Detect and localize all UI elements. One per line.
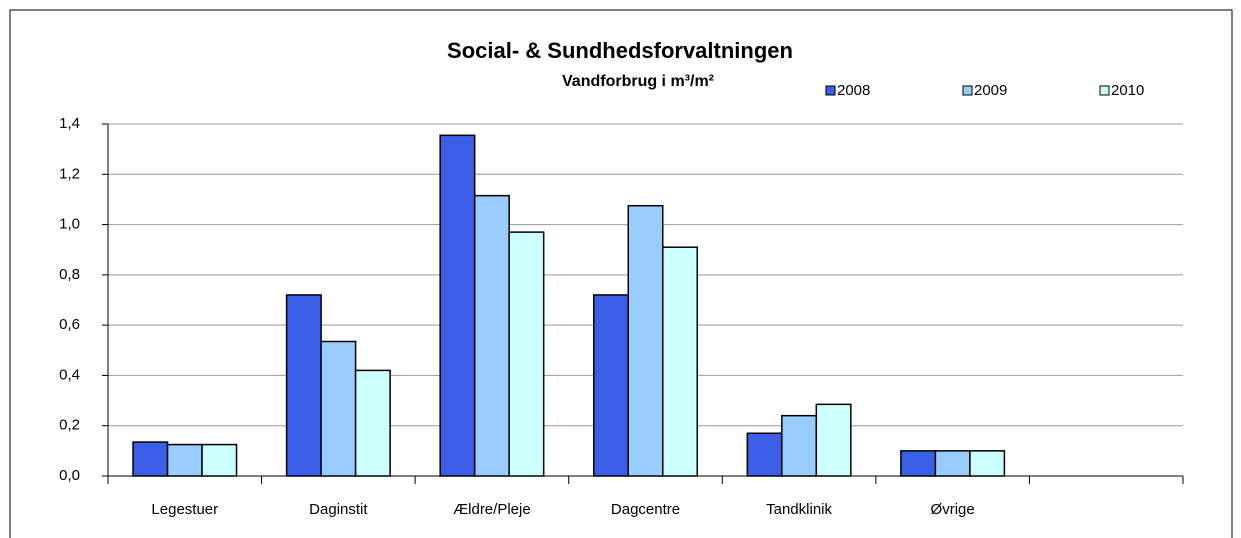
x-tick-label: Øvrige — [931, 501, 975, 518]
y-tick-label: 0,6 — [59, 316, 80, 333]
bar — [320, 340, 357, 477]
chart-title: Social- & Sundhedsforvaltningen — [447, 38, 793, 63]
legend-label: 2009 — [974, 82, 1007, 99]
x-tick-label: Daginstit — [309, 501, 368, 518]
chart-frame — [9, 9, 1233, 538]
x-tick-label: Dagcentre — [611, 501, 680, 518]
legend-swatch — [825, 85, 836, 96]
x-tick-label: Tandklinik — [766, 501, 832, 518]
bar — [593, 294, 629, 477]
x-tick-label: Ældre/Pleje — [453, 501, 531, 518]
bar — [746, 432, 783, 477]
bar — [627, 204, 664, 477]
bar — [132, 441, 169, 477]
legend-label: 2010 — [1111, 82, 1144, 99]
bar — [900, 450, 937, 477]
chart-subtitle: Vandforbrug i m³/m² — [562, 73, 714, 90]
legend-label: 2008 — [837, 82, 870, 99]
bar — [473, 194, 510, 477]
bar — [439, 134, 476, 477]
y-tick-label: 0,2 — [59, 417, 80, 434]
bar — [285, 294, 322, 477]
y-tick-label: 1,0 — [59, 216, 80, 233]
y-tick-label: 1,4 — [59, 115, 80, 132]
bar — [508, 231, 545, 477]
legend-swatch — [962, 85, 973, 96]
y-tick-label: 1,2 — [59, 165, 80, 182]
bar — [934, 450, 971, 477]
bar — [354, 369, 391, 477]
bar — [201, 443, 238, 477]
bar — [662, 246, 698, 477]
x-tick-label: Legestuer — [151, 501, 218, 518]
y-tick-label: 0,0 — [59, 467, 80, 484]
bar — [969, 450, 1006, 477]
bar — [781, 414, 818, 477]
legend-swatch — [1099, 85, 1110, 96]
bar — [166, 443, 203, 477]
y-tick-label: 0,4 — [59, 366, 80, 383]
y-tick-label: 0,8 — [59, 266, 80, 283]
bar — [815, 403, 852, 477]
